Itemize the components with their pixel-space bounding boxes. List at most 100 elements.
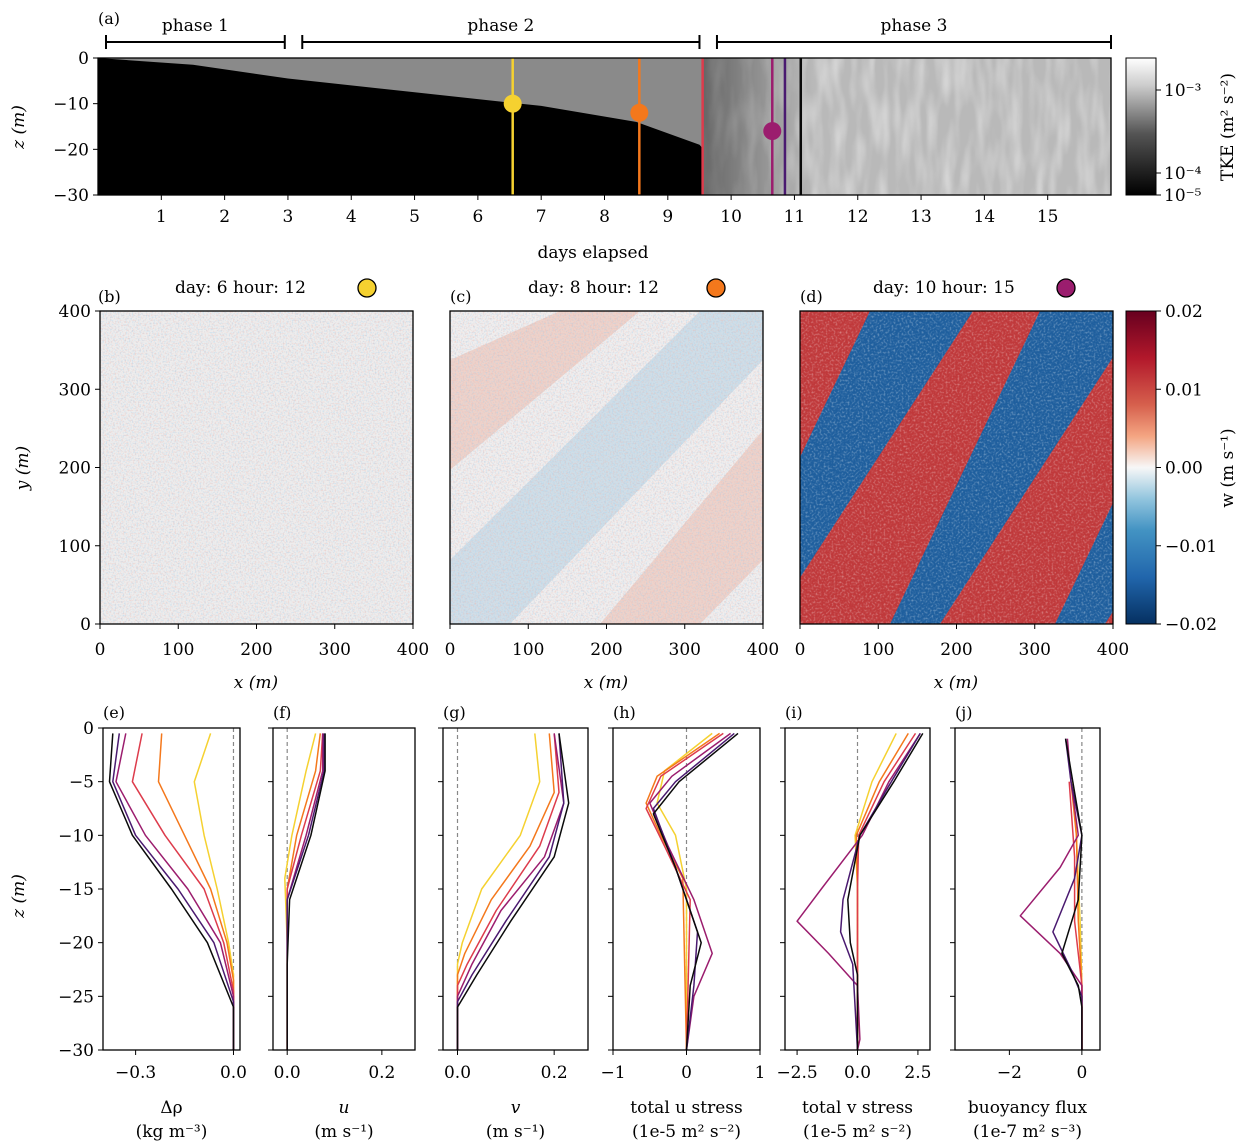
profile-x-axis-label: total v stress [802, 1098, 913, 1118]
x-tick-label: 400 [1097, 640, 1129, 660]
profile-series-line [286, 733, 326, 1050]
z-axis-a-label: z (m) [9, 105, 29, 150]
x-axis-label-d: x (m) [934, 673, 978, 693]
panel-d: (d) day: 10 hour: 15 [799, 278, 1114, 625]
x-tick-label: 0 [795, 640, 806, 660]
panel-c: (c) day: 8 hour: 12 [449, 278, 764, 625]
x-tick-label: 300 [1019, 640, 1051, 660]
profile-y-tick-label: −30 [58, 1041, 94, 1061]
profile-series-line [456, 733, 565, 1050]
profile-panel-label: (f) [273, 703, 291, 722]
profile-panel-label: (g) [443, 703, 466, 722]
profile-x-axis-units: (m s⁻¹) [314, 1122, 373, 1142]
z-tick-label: −30 [53, 186, 89, 206]
x-tick-label: 200 [240, 640, 272, 660]
z-tick-label: 0 [78, 49, 89, 69]
profile-x-tick-label: 0.0 [220, 1063, 247, 1083]
profile-y-tick-label: −10 [58, 826, 94, 846]
profile-x-tick-label: −0.3 [115, 1063, 156, 1083]
x-tick-label: 300 [319, 640, 351, 660]
panel-c-title: day: 8 hour: 12 [528, 278, 659, 298]
panel-c-label: (c) [450, 287, 471, 306]
profile-x-tick-label: 0 [1076, 1063, 1087, 1083]
time-marker-dot [503, 94, 522, 113]
day-tick-label: 12 [847, 207, 869, 227]
profile-panel: (i) −2.5 0.0 2.5 total v stress (1e-5 m² s⁻²) [776, 703, 931, 1142]
tke-colorbar [1125, 57, 1157, 196]
profile-panel-label: (h) [613, 703, 636, 722]
z-tick-label: −10 [53, 95, 89, 115]
profile-series-line [796, 732, 921, 1051]
tke-heatmap [97, 57, 1112, 196]
w-colorbar-tick-label: 0.02 [1165, 302, 1203, 322]
tke-colorbar-tick-label: 10⁻³ [1164, 81, 1201, 101]
w-colorbar-tick-label: −0.02 [1165, 615, 1217, 635]
w-colorbar-label: w (m s⁻¹) [1218, 428, 1238, 507]
profile-series-line [645, 732, 721, 1051]
phase-label: phase 3 [880, 16, 947, 36]
profile-series-line [456, 733, 570, 1050]
profile-series-line [193, 733, 235, 1050]
x-axis-label-b: x (m) [234, 673, 278, 693]
y-tick-label: 0 [80, 615, 91, 635]
phase-label: phase 2 [467, 16, 534, 36]
profile-series-line [112, 733, 235, 1050]
profile-x-tick-label: 2.5 [904, 1063, 931, 1083]
x-axis-label-c: x (m) [584, 673, 628, 693]
profile-y-tick-label: 0 [83, 719, 94, 739]
phase-label: phase 1 [162, 16, 229, 36]
profile-panel-label: (e) [103, 703, 125, 722]
profile-series-line [456, 733, 541, 1050]
y-axis-label: y (m) [13, 446, 33, 491]
profile-panel: (h) −1 0 1 total u stress (1e-5 m² s⁻²) [600, 703, 765, 1142]
day-tick-label: 8 [599, 207, 610, 227]
day-tick-label: 7 [536, 207, 547, 227]
profile-x-axis-units: (1e-7 m² s⁻³) [973, 1122, 1082, 1142]
profile-panel: (f) 0.0 0.2 u (m s⁻¹) [268, 703, 416, 1142]
x-tick-label: 400 [397, 640, 429, 660]
w-colorbar-ticks: 0.02 0.01 0.00 −0.01 −0.02 [1156, 302, 1217, 635]
y-tick-label: 200 [59, 459, 91, 479]
y-tick-label: 400 [59, 302, 91, 322]
profile-series-line [856, 732, 917, 1050]
profile-series-line [108, 733, 235, 1050]
profile-x-tick-label: 0.0 [444, 1063, 471, 1083]
w-colorbar-tick-label: 0.00 [1165, 459, 1203, 479]
tke-colorbar-label: TKE (m² s⁻²) [1218, 73, 1238, 181]
day-tick-label: 9 [662, 207, 673, 227]
profile-x-tick-label: 1 [755, 1063, 766, 1083]
panel-c-marker [706, 278, 726, 298]
panel-b-label: (b) [98, 287, 121, 306]
profile-x-tick-label: 0.0 [274, 1063, 301, 1083]
profile-y-tick-label: −20 [58, 934, 94, 954]
x-tick-label: 200 [590, 640, 622, 660]
w-colorbar [1125, 310, 1157, 625]
x-tick-label: 400 [747, 640, 779, 660]
y-tick-label: 100 [59, 537, 91, 557]
profile-series-line [157, 733, 235, 1050]
profile-x-tick-label: 0 [681, 1063, 692, 1083]
day-tick-label: 13 [910, 207, 932, 227]
panel-a: (a) phase 1 phase 2 phase 3 1 2 3 4 5 6 7 8 9 10 11 1… [9, 9, 1238, 263]
x-tick-label: 100 [862, 640, 894, 660]
panel-b-marker [357, 278, 377, 298]
profile-panel-label: (i) [785, 703, 803, 722]
profile-y-tick-label: −25 [58, 987, 94, 1007]
x-tick-label: 300 [669, 640, 701, 660]
panel-d-marker [1056, 278, 1076, 298]
profile-series-line [456, 733, 555, 1050]
w-colorbar-tick-label: 0.01 [1165, 380, 1203, 400]
day-tick-label: 2 [219, 207, 230, 227]
profile-series-line [115, 733, 235, 1050]
profile-series-line [656, 732, 713, 1050]
profile-series-line [456, 733, 560, 1050]
profile-series-line [855, 733, 909, 1050]
panel-d-label: (d) [800, 287, 823, 306]
x-tick-label: 0 [95, 640, 106, 660]
day-tick-label: 10 [720, 207, 742, 227]
profile-x-axis-units: (kg m⁻³) [136, 1122, 208, 1142]
profile-x-axis-label: buoyancy flux [968, 1098, 1088, 1118]
profile-panel: (j) −2 0 buoyancy flux (1e-7 m² s⁻³) [950, 703, 1101, 1142]
